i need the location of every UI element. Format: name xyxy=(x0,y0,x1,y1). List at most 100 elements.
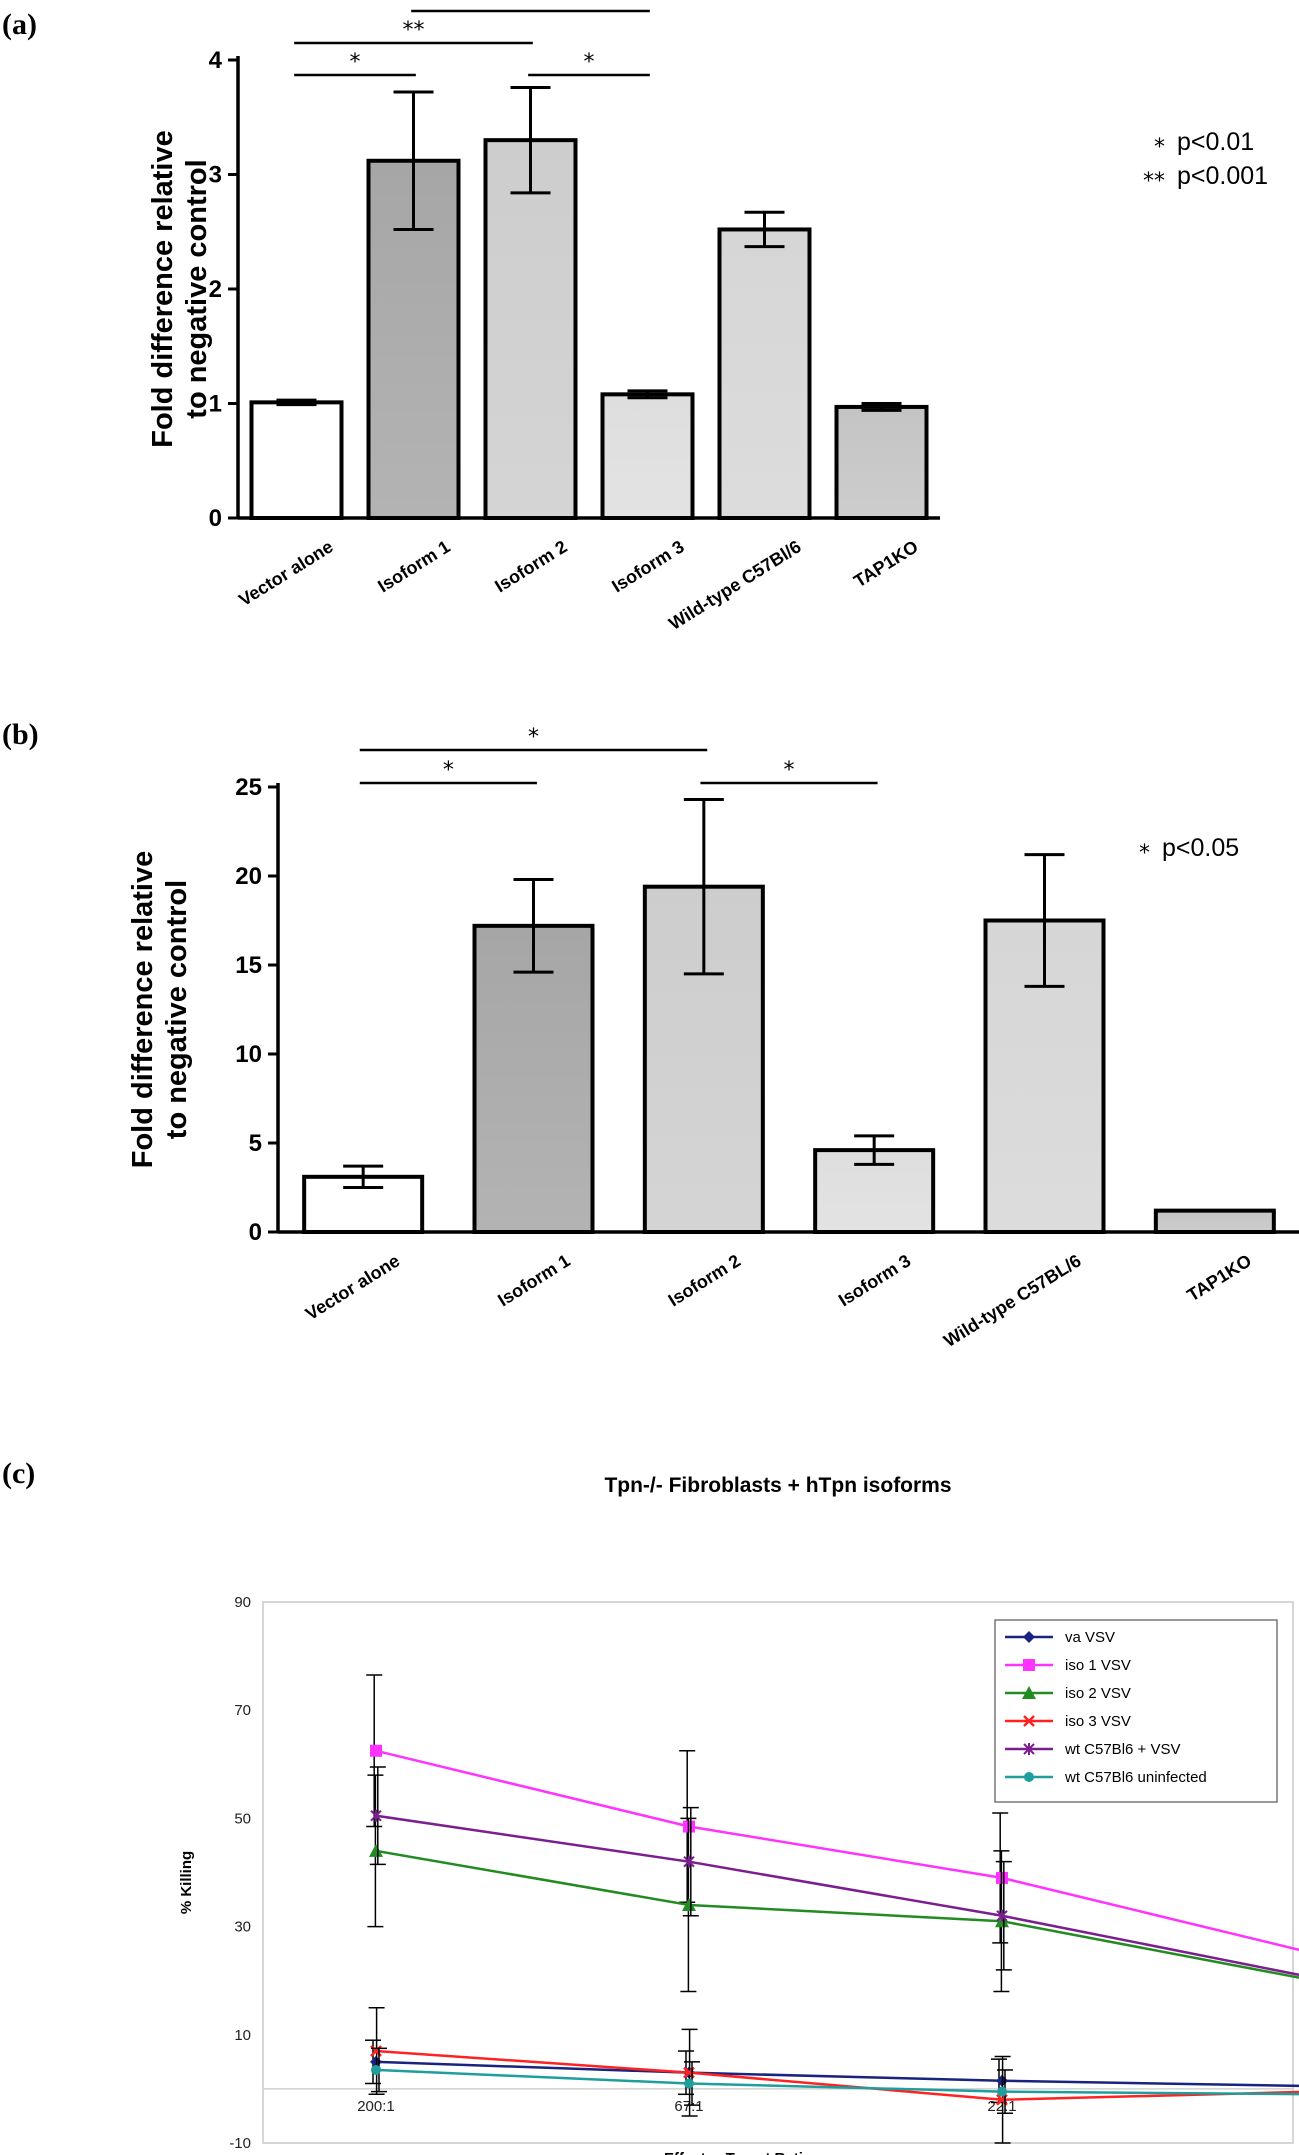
x-category-label: Isoform 3 xyxy=(608,536,687,596)
series-5 xyxy=(371,2047,1299,2114)
series-line xyxy=(375,1749,1299,1952)
data-point xyxy=(371,2064,381,2075)
data-point xyxy=(1023,1715,1035,1727)
y-tick-label: 3 xyxy=(209,162,222,189)
data-point xyxy=(682,1897,696,1911)
bar xyxy=(249,400,344,521)
y-tick-label: -10 xyxy=(229,2135,251,2152)
p-value-text: p<0.01 xyxy=(1177,128,1254,156)
x-tick-label: 200:1 xyxy=(357,2098,395,2115)
x-axis-label: Effector:Target Ratio xyxy=(664,2150,812,2155)
bar xyxy=(1153,1208,1276,1235)
series-line xyxy=(375,2060,1299,2088)
panel-label-c: (c) xyxy=(2,1457,35,1490)
series-line xyxy=(375,2068,1299,2096)
legend-entry: iso 3 VSV xyxy=(1065,1713,1131,1730)
y-axis-label: Fold difference relative xyxy=(127,851,159,1169)
y-axis-label: Fold difference relative xyxy=(147,130,179,448)
significance-star: * xyxy=(784,758,795,783)
x-category-label: Isoform 1 xyxy=(374,536,453,596)
legend-entry: wt C57Bl6 + VSV xyxy=(1064,1741,1180,1758)
x-category-label: Isoform 2 xyxy=(491,536,570,596)
bar xyxy=(483,138,578,520)
p-value-marker: ** xyxy=(1143,169,1165,194)
x-category-label: Wild-type C57BL/6 xyxy=(940,1250,1084,1351)
data-point xyxy=(1023,1659,1035,1671)
y-tick-label: 4 xyxy=(209,47,223,74)
y-tick-label: 1 xyxy=(209,391,222,418)
series-0 xyxy=(365,2039,1299,2104)
significance-star: * xyxy=(350,50,361,75)
series-2 xyxy=(367,1774,1299,1993)
significance-star: * xyxy=(528,725,539,750)
bar-chart-a: Fold difference relative to negative cont… xyxy=(147,0,1268,634)
p-value-marker: * xyxy=(1154,135,1165,160)
p-value-marker: * xyxy=(1139,841,1150,866)
significance-star: * xyxy=(525,0,536,11)
y-tick-label: 20 xyxy=(235,863,262,890)
data-point xyxy=(996,1909,1008,1922)
data-point xyxy=(683,1855,695,1868)
data-point xyxy=(370,1744,382,1757)
legend-entry: iso 2 VSV xyxy=(1065,1685,1131,1702)
y-axis-label: to negative control xyxy=(181,159,213,418)
significance-star: * xyxy=(443,758,454,783)
y-tick-label: 90 xyxy=(234,1594,251,1611)
legend-entry: va VSV xyxy=(1065,1629,1115,1646)
bar xyxy=(813,1148,936,1234)
x-category-label: Isoform 2 xyxy=(665,1250,744,1310)
plot-area xyxy=(262,1601,1294,2144)
significance-star: * xyxy=(584,50,595,75)
significance-star: ** xyxy=(403,18,425,43)
x-category-label: Isoform 3 xyxy=(835,1250,914,1310)
y-tick-label: 5 xyxy=(249,1130,262,1157)
y-tick-label: 0 xyxy=(209,505,222,532)
series-line xyxy=(375,1849,1299,1979)
series-4 xyxy=(369,1766,1299,1977)
legend-entry: iso 1 VSV xyxy=(1065,1657,1131,1674)
data-point xyxy=(997,2086,1007,2097)
y-tick-label: 15 xyxy=(235,952,262,979)
data-point xyxy=(370,1809,382,1822)
series-3 xyxy=(368,2007,1299,2144)
bar xyxy=(717,227,812,521)
y-tick-label: 30 xyxy=(234,1919,251,1936)
x-category-label: Isoform 1 xyxy=(494,1250,573,1310)
y-tick-label: 2 xyxy=(209,276,222,303)
data-point xyxy=(684,2078,694,2089)
x-category-label: TAP1KO xyxy=(1184,1250,1255,1305)
panel-label-b: (b) xyxy=(2,718,39,751)
bar-chart-b: Fold difference relative to negative cont… xyxy=(127,725,1299,1351)
data-point xyxy=(1023,1743,1035,1755)
legend-entry: wt C57Bl6 uninfected xyxy=(1064,1769,1207,1786)
bar xyxy=(472,923,595,1235)
data-point xyxy=(1024,1772,1034,1782)
line-chart-c: Tpn-/- Fibroblasts + hTpn isoforms -10 10 3… xyxy=(178,1474,1299,2155)
chart-title: Tpn-/- Fibroblasts + hTpn isoforms xyxy=(604,1474,951,1497)
y-tick-label: 0 xyxy=(249,1219,262,1246)
series-line xyxy=(375,2049,1299,2101)
data-point xyxy=(1023,1631,1035,1643)
y-tick-label: 70 xyxy=(234,1702,251,1719)
data-point xyxy=(369,1843,383,1857)
y-tick-label: 25 xyxy=(235,774,262,801)
legend-box xyxy=(994,1619,1278,1803)
x-category-label: TAP1KO xyxy=(850,536,921,591)
p-value-text: p<0.001 xyxy=(1177,162,1268,190)
bar xyxy=(366,158,461,520)
y-axis-label: to negative control xyxy=(161,880,193,1139)
x-category-label: Vector alone xyxy=(235,536,336,610)
series-line xyxy=(375,1814,1299,1977)
p-value-text: p<0.05 xyxy=(1162,834,1239,862)
bar xyxy=(834,404,929,520)
bar xyxy=(600,392,695,520)
panel-label-a: (a) xyxy=(2,8,37,41)
y-tick-label: 10 xyxy=(234,2027,251,2044)
data-point xyxy=(1022,1686,1036,1699)
series-1 xyxy=(366,1674,1299,1952)
y-tick-label: 50 xyxy=(234,1810,251,1827)
y-axis-label: % Killing xyxy=(178,1851,195,1914)
y-tick-label: 10 xyxy=(235,1041,262,1068)
x-category-label: Vector alone xyxy=(302,1250,403,1324)
